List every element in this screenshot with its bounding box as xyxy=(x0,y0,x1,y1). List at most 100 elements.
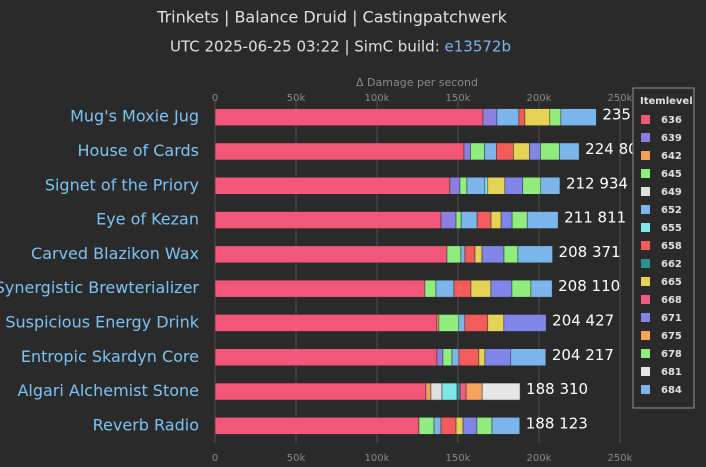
bar-segment xyxy=(214,245,448,264)
legend-swatch xyxy=(641,349,650,358)
legend-swatch xyxy=(641,367,650,376)
total-label: 211 811 xyxy=(564,209,626,227)
legend-swatch xyxy=(641,241,650,250)
legend-label: 655 xyxy=(661,223,682,234)
total-label: 204 217 xyxy=(552,346,614,364)
bar-segment xyxy=(530,279,553,298)
legend-label: 636 xyxy=(661,115,682,126)
bar-segment xyxy=(460,211,478,229)
bar-segment xyxy=(430,382,443,401)
total-label: 188 123 xyxy=(526,414,588,432)
bar-segment xyxy=(466,177,486,195)
legend-label: 639 xyxy=(661,133,682,144)
legend-swatch xyxy=(641,277,650,286)
legend-label: 675 xyxy=(661,331,682,342)
bar-segment xyxy=(503,314,547,332)
legend-swatch xyxy=(641,115,650,124)
bar-segment xyxy=(214,417,420,435)
legend-label: 658 xyxy=(661,241,682,252)
x-tick-label: 50k xyxy=(287,93,306,104)
legend-swatch xyxy=(641,385,650,394)
bar-segment xyxy=(459,177,468,195)
bar-segment xyxy=(484,142,497,161)
chart-subtitle: UTC 2025-06-25 03:22 | SimC build: xyxy=(170,38,445,56)
legend-label: 668 xyxy=(661,295,682,306)
category-label: Mug's Moxie Jug xyxy=(70,107,199,126)
bar-segment xyxy=(464,314,489,332)
x-tick-label: 250k xyxy=(608,453,633,464)
bar-segment xyxy=(476,417,493,435)
bar-segment xyxy=(487,177,506,195)
category-label: Entropic Skardyn Core xyxy=(21,347,199,366)
bar-segment xyxy=(476,211,492,229)
category-label: Synergistic Brewterializer xyxy=(0,278,199,297)
bar-segment xyxy=(517,245,553,264)
bar-segment xyxy=(482,108,498,126)
build-link[interactable]: e13572b xyxy=(445,38,511,56)
bar-segment xyxy=(500,211,513,229)
category-label: Signet of the Priory xyxy=(45,175,199,194)
bar-segment xyxy=(459,382,467,401)
bar-segment xyxy=(441,382,458,401)
bar-segment xyxy=(462,417,478,435)
bar-segment xyxy=(511,279,532,298)
bar-segment xyxy=(481,382,521,401)
legend-swatch xyxy=(641,205,650,214)
bar-segment xyxy=(474,245,483,264)
bar-segment xyxy=(458,314,466,332)
x-tick-label: 200k xyxy=(527,93,552,104)
chart-title: Trinkets | Balance Druid | Castingpatchw… xyxy=(156,8,507,27)
bar-segment xyxy=(524,108,551,126)
category-label: House of Cards xyxy=(78,141,200,160)
bar-segment xyxy=(465,382,483,401)
legend-label: 652 xyxy=(661,205,682,216)
x-tick-label: 250k xyxy=(608,93,633,104)
bar-segment xyxy=(418,417,435,435)
bar-segment xyxy=(463,142,471,161)
bar-segment xyxy=(478,348,486,366)
bar-segment xyxy=(518,108,526,126)
x-tick-label: 100k xyxy=(365,93,390,104)
bar-segment xyxy=(504,177,524,195)
bar-segment xyxy=(513,142,530,161)
bar-segment xyxy=(446,245,462,264)
x-tick-label: 200k xyxy=(527,453,552,464)
x-axis-title: Δ Damage per second xyxy=(356,76,478,89)
bar-segment xyxy=(470,142,485,161)
total-label: 188 310 xyxy=(526,380,588,398)
bar-segment xyxy=(456,382,461,401)
legend-swatch xyxy=(641,295,650,304)
bar-segment xyxy=(214,382,427,401)
legend-label: 681 xyxy=(661,367,682,378)
bar-segment xyxy=(503,245,519,264)
bar-segment xyxy=(451,348,460,366)
bar-segment xyxy=(214,279,426,298)
category-label: Carved Blazikon Wax xyxy=(31,244,199,263)
legend-label: 642 xyxy=(661,151,682,162)
bar-segment xyxy=(425,382,432,401)
bar-segment xyxy=(453,279,472,298)
legend-swatch xyxy=(641,169,650,178)
legend-label: 649 xyxy=(661,187,682,198)
legend-label: 662 xyxy=(661,259,682,270)
bar-segment xyxy=(442,348,453,366)
total-label: 208 371 xyxy=(559,243,621,261)
bar-segment xyxy=(511,211,528,229)
bar-segment xyxy=(440,211,457,229)
bar-segment xyxy=(214,177,451,195)
bar-segment xyxy=(455,417,464,435)
legend-label: 645 xyxy=(661,169,682,180)
bar-segment xyxy=(214,348,438,366)
bar-segment xyxy=(214,211,442,229)
bar-segment xyxy=(481,245,505,264)
bar-segment xyxy=(470,279,492,298)
bar-segment xyxy=(560,108,597,126)
bar-segment xyxy=(436,314,440,332)
legend-swatch xyxy=(641,313,650,322)
bar-segment xyxy=(540,177,561,195)
bar-segment xyxy=(496,142,514,161)
legend-label: 684 xyxy=(661,385,682,396)
bar-segment xyxy=(522,177,542,195)
bar-segment xyxy=(540,142,560,161)
